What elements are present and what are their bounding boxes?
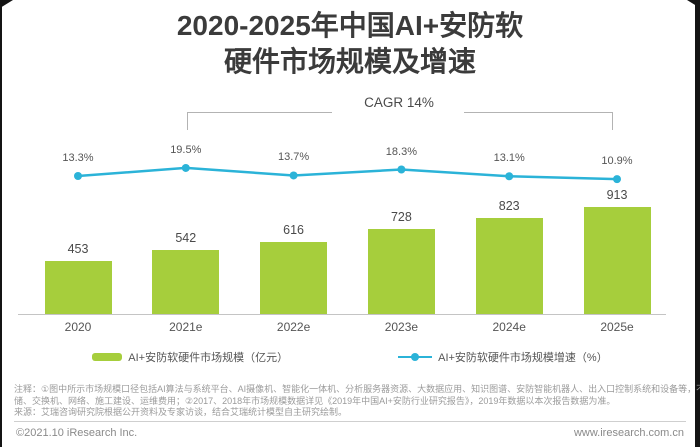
page-edge-left [0,0,2,447]
bar-2020 [44,260,112,314]
x-axis-tick-label: 2025e [600,320,634,334]
bar-2021e [152,250,220,314]
growth-value-label: 13.3% [62,152,94,164]
growth-point-marker [505,172,514,181]
chart-title: 2020-2025年中国AI+安防软 硬件市场规模及增速 [0,8,700,80]
legend-item-market-size: AI+安防软硬件市场规模（亿元） [92,349,288,365]
cagr-bracket-right-segment [464,112,613,113]
bar-value-label: 728 [390,209,412,224]
legend-item-growth-rate: AI+安防软硬件市场规模增速（%） [398,349,608,365]
growth-point-marker [289,171,298,180]
x-axis-line [18,314,666,315]
growth-value-label: 10.9% [601,155,633,168]
footnote-line-1: 注释：①图中所示市场规模口径包括AI算法与系统平台、AI摄像机、智能化一体机、分… [14,384,700,394]
corner-decoration-left [0,0,13,8]
growth-value-label: 13.1% [493,152,525,165]
corner-decoration-right [687,0,700,8]
cagr-bracket-left-tick [187,112,188,130]
x-axis-tick-label: 2023e [384,320,419,334]
growth-value-label: 13.7% [277,151,310,164]
bar-2024e [475,217,543,314]
chart-title-line2: 硬件市场规模及增速 [223,46,476,77]
chart-title-line1: 2020-2025年中国AI+安防软 [176,10,524,41]
footer-divider [14,421,686,422]
growth-point-marker [613,175,621,184]
legend-label-growth-rate: AI+安防软硬件市场规模增速（%） [438,352,608,364]
cagr-bracket-left-segment [187,112,332,113]
x-axis-tick-label: 2021e [169,320,203,334]
legend-label-market-size: AI+安防软硬件市场规模（亿元） [128,352,289,364]
line-series-swatch-icon [398,353,433,362]
x-axis-tick-label: 2022e [276,320,311,334]
bar-series-swatch-icon [92,353,123,361]
bar-2025e [583,206,651,314]
bar-value-label: 616 [283,222,305,237]
copyright-text: ©2021.10 iResearch Inc. [16,427,138,439]
footnotes: 注释：①图中所示市场规模口径包括AI算法与系统平台、AI摄像机、智能化一体机、分… [14,384,700,419]
growth-point-marker [397,165,406,174]
x-axis-tick-label: 2024e [492,320,526,334]
bar-value-label: 453 [67,241,89,256]
x-axis-tick-label: 2020 [64,320,92,334]
growth-point-marker [181,163,190,172]
cagr-annotation: CAGR 14% [364,95,434,110]
bar-value-label: 823 [498,198,520,213]
footnote-line-2: 储、交换机、网络、施工建设、运维费用；②2017、2018年市场规模数据详见《2… [14,395,616,406]
website-text: www.iresearch.com.cn [573,427,684,439]
bar-value-label: 913 [606,187,628,202]
bar-2023e [367,228,435,314]
growth-value-label: 18.3% [385,145,417,158]
footnote-line-3: 来源：艾瑞咨询研究院根据公开资料及专家访谈，结合艾瑞统计模型自主研究绘制。 [14,407,348,418]
page-edge-right [695,0,700,447]
legend: AI+安防软硬件市场规模（亿元） AI+安防软硬件市场规模增速（%） [0,348,700,366]
growth-line-path [77,166,618,181]
growth-value-label: 19.5% [170,143,202,156]
cagr-bracket-right-tick [612,112,613,130]
bar-2022e [260,241,328,314]
footer-bar: ©2021.10 iResearch Inc. www.iresearch.co… [16,427,684,439]
bar-value-label: 542 [175,231,197,246]
growth-point-marker [74,172,82,180]
